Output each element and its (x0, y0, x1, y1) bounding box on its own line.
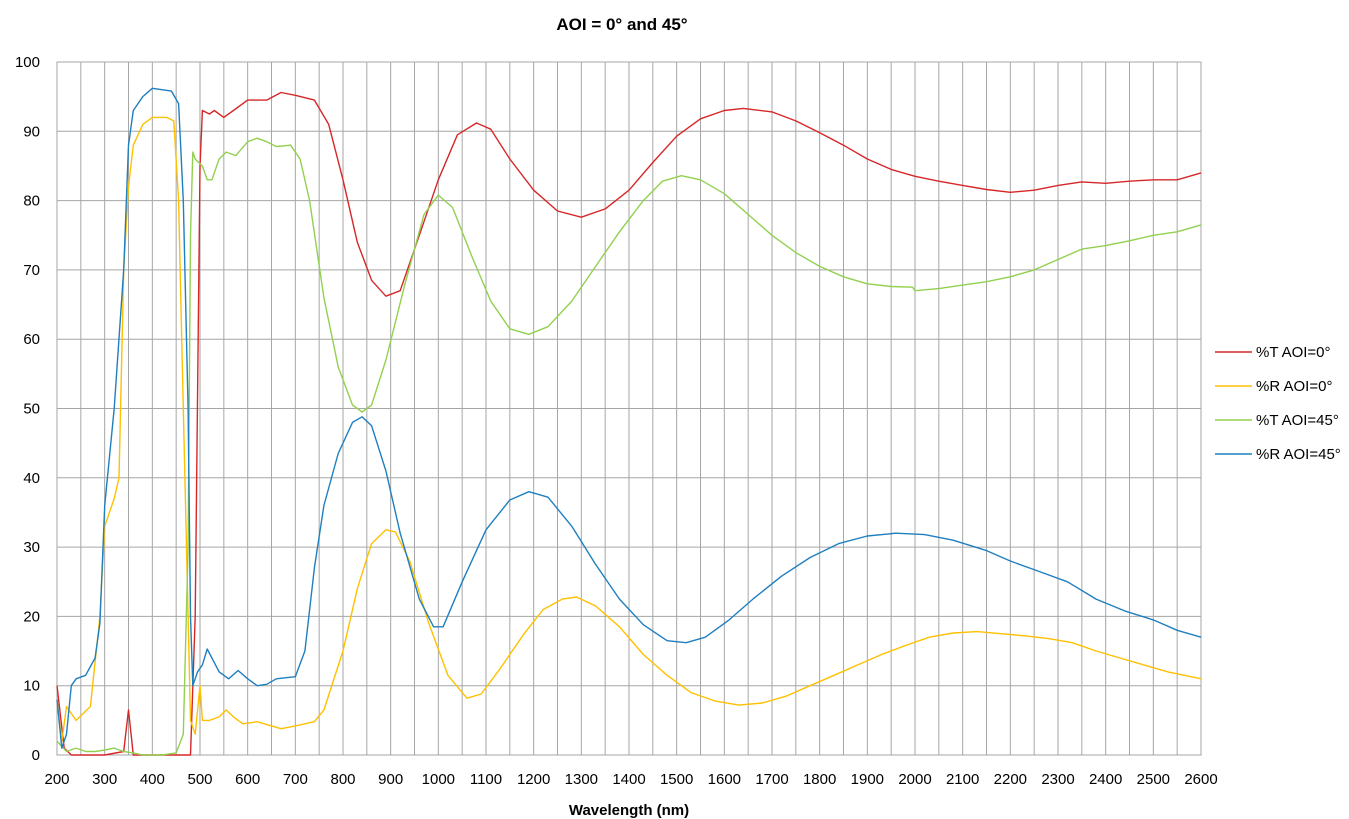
y-tick-label: 50 (23, 401, 40, 418)
y-tick-label: 0 (32, 747, 40, 764)
x-tick-label: 900 (378, 771, 403, 788)
x-tick-label: 400 (140, 771, 165, 788)
legend-label: %R AOI=45° (1256, 446, 1341, 463)
x-tick-label: 700 (283, 771, 308, 788)
x-tick-label: 1100 (470, 771, 502, 788)
x-tick-label: 2300 (1041, 771, 1074, 788)
x-tick-label: 2400 (1089, 771, 1122, 788)
series-line-3 (56, 137, 1202, 756)
x-tick-label: 2200 (994, 771, 1027, 788)
x-tick-label: 200 (44, 771, 69, 788)
x-tick-label: 1800 (803, 771, 836, 788)
x-axis-ticks: 200 300 400 500 600 700 800 900 1000 1100 1200 1300… (44, 771, 1217, 788)
x-tick-label: 2500 (1137, 771, 1170, 788)
x-tick-label: 1500 (660, 771, 693, 788)
x-axis-title: Wavelength (nm) (569, 802, 689, 819)
x-tick-label: 1700 (755, 771, 788, 788)
x-tick-label: 1400 (612, 771, 645, 788)
y-tick-label: 100 (15, 54, 40, 71)
y-tick-label: 70 (23, 262, 40, 279)
legend-label: %R AOI=0° (1256, 378, 1332, 395)
y-tick-label: 20 (23, 608, 40, 625)
x-tick-label: 2100 (946, 771, 979, 788)
x-tick-label: 1200 (517, 771, 550, 788)
plot-border (56, 61, 1202, 756)
series-lines (56, 87, 1202, 756)
x-tick-label: 1900 (851, 771, 884, 788)
y-tick-label: 40 (23, 470, 40, 487)
y-tick-label: 60 (23, 331, 40, 348)
y-tick-label: 90 (23, 123, 40, 140)
legend-label: %T AOI=45° (1256, 412, 1339, 429)
legend-label: %T AOI=0° (1256, 344, 1331, 361)
y-tick-label: 10 (23, 678, 40, 695)
y-tick-label: 80 (23, 193, 40, 210)
grid (56, 61, 1202, 756)
y-axis-ticks: 0 10 20 30 40 50 60 70 80 90 100 (15, 54, 40, 764)
x-tick-label: 500 (187, 771, 212, 788)
x-tick-label: 1600 (708, 771, 741, 788)
x-tick-label: 800 (330, 771, 355, 788)
x-tick-label: 300 (92, 771, 117, 788)
x-tick-label: 2000 (898, 771, 931, 788)
x-tick-label: 600 (235, 771, 260, 788)
legend: %T AOI=0° %R AOI=0° %T AOI=45° %R AOI=45° (1215, 344, 1341, 463)
x-tick-label: 2600 (1184, 771, 1217, 788)
x-tick-label: 1300 (565, 771, 598, 788)
series-line-4 (56, 87, 1202, 749)
chart-title: AOI = 0° and 45° (556, 15, 687, 34)
y-tick-label: 30 (23, 539, 40, 556)
series-line-2 (56, 116, 1202, 742)
x-tick-label: 1000 (422, 771, 455, 788)
